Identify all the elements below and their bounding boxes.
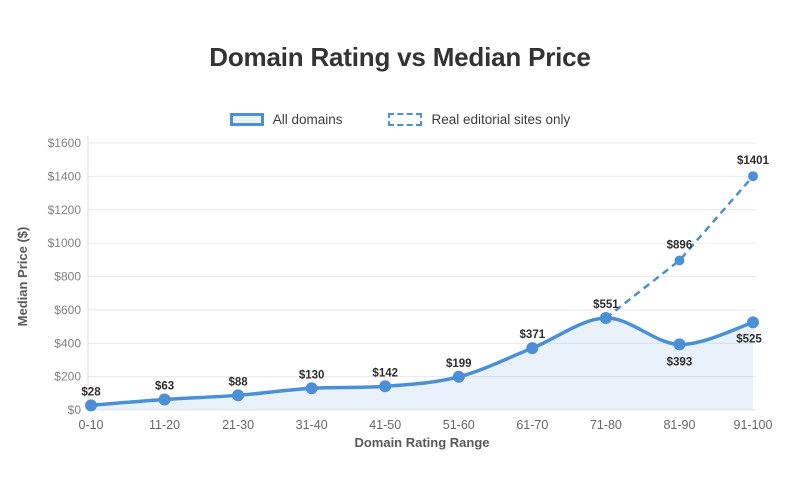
data-label: $896 xyxy=(667,239,693,251)
y-tick-label: $1600 xyxy=(48,136,82,150)
data-point[interactable] xyxy=(232,389,245,402)
data-point[interactable] xyxy=(674,255,685,266)
data-point[interactable] xyxy=(85,399,97,412)
y-tick-label: $0 xyxy=(68,403,82,417)
solid-line xyxy=(89,316,755,408)
y-tick-label: $800 xyxy=(54,270,81,284)
data-label: $28 xyxy=(81,386,101,398)
y-tick-label: $600 xyxy=(54,303,81,317)
x-tick-label: 31-40 xyxy=(296,418,328,432)
chart-svg: $0 $200 $400 $600 $800 $1000 $1200 $1400 $1600 0-… xyxy=(15,136,773,450)
data-label: $88 xyxy=(229,376,249,388)
y-axis-title: Median Price ($) xyxy=(15,227,30,327)
data-label: $199 xyxy=(446,358,472,370)
legend-label-all-domains: All domains xyxy=(272,112,343,127)
x-tick-label: 71-80 xyxy=(590,418,622,432)
y-tick-label: $200 xyxy=(54,370,81,384)
y-tick-label: $1000 xyxy=(48,236,82,250)
legend-label-editorial-only: Real editorial sites only xyxy=(431,112,571,127)
y-tick-label: $400 xyxy=(54,336,81,350)
legend-item-editorial-only[interactable]: Real editorial sites only xyxy=(388,112,570,127)
data-label: $551 xyxy=(593,299,619,311)
y-tick-label: $1200 xyxy=(48,203,82,217)
data-point[interactable] xyxy=(526,342,539,355)
data-point[interactable] xyxy=(158,393,171,406)
x-tick-label: 91-100 xyxy=(734,418,773,432)
data-label: $63 xyxy=(155,380,174,392)
y-tick-label: $1400 xyxy=(48,169,82,183)
legend-swatch-solid xyxy=(229,113,264,126)
data-label: $371 xyxy=(520,329,546,341)
data-label: $130 xyxy=(299,369,325,381)
data-point[interactable] xyxy=(599,312,612,325)
legend: All domains Real editorial sites only xyxy=(0,112,800,127)
legend-item-all-domains[interactable]: All domains xyxy=(229,112,343,127)
data-point[interactable] xyxy=(305,382,318,395)
x-tick-label: 21-30 xyxy=(222,418,254,432)
data-label: $142 xyxy=(372,367,398,379)
area-fill xyxy=(91,318,753,410)
x-tick-label: 51-60 xyxy=(443,418,475,432)
data-point[interactable] xyxy=(748,171,758,182)
data-point[interactable] xyxy=(452,370,465,383)
x-tick-label: 11-20 xyxy=(149,418,180,432)
x-tick-label: 61-70 xyxy=(516,418,548,432)
data-point[interactable] xyxy=(673,338,686,351)
legend-swatch-dashed xyxy=(388,113,423,126)
data-point[interactable] xyxy=(379,380,392,393)
x-axis-title: Domain Rating Range xyxy=(354,435,489,450)
chart-title: Domain Rating vs Median Price xyxy=(209,42,591,72)
x-tick-label: 41-50 xyxy=(369,418,401,432)
data-label: $1401 xyxy=(737,155,770,167)
data-point[interactable] xyxy=(747,316,759,329)
x-tick-label: 0-10 xyxy=(78,418,103,432)
data-label: $525 xyxy=(736,333,762,345)
x-tick-label: 81-90 xyxy=(663,418,695,432)
data-label: $393 xyxy=(667,356,693,368)
